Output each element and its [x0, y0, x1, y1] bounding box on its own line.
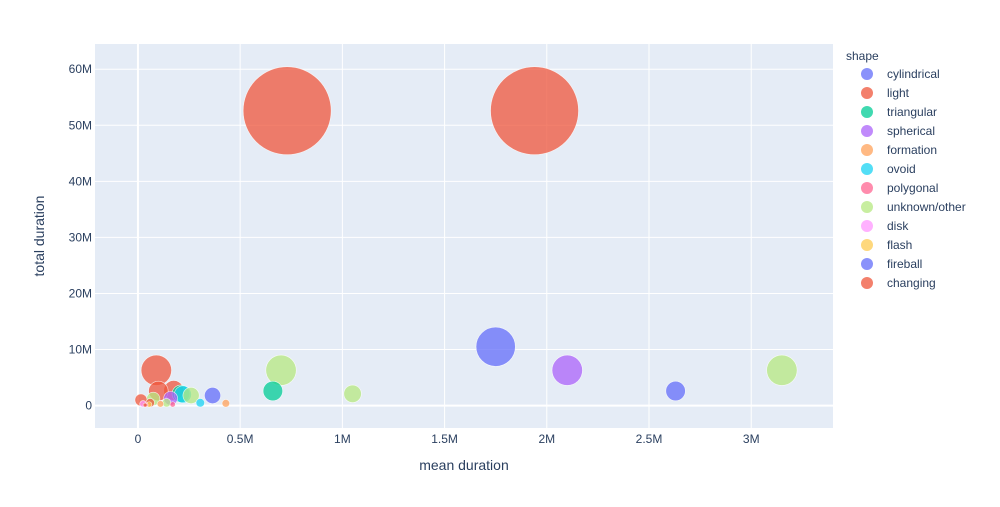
y-tick-label: 60M	[69, 62, 92, 76]
y-axis-ticks: 0 10M 20M 30M 40M 50M 60M	[69, 62, 93, 412]
legend-marker	[861, 125, 873, 137]
legend-label: disk	[887, 219, 909, 233]
legend-label: ovoid	[887, 162, 916, 176]
y-axis-title: total duration	[31, 196, 47, 277]
legend-item[interactable]: fireball	[861, 257, 922, 271]
bubble-light[interactable]	[490, 66, 579, 156]
legend-label: polygonal	[887, 181, 938, 195]
y-tick-label: 40M	[69, 174, 92, 188]
y-tick-label: 30M	[69, 230, 92, 244]
x-tick-label: 0.5M	[227, 432, 254, 446]
legend-item[interactable]: triangular	[861, 105, 937, 119]
legend-item[interactable]: changing	[861, 276, 936, 290]
bubble-unknown-other[interactable]	[343, 384, 362, 403]
bubble-formation[interactable]	[221, 399, 230, 408]
bubble-unknown-other[interactable]	[265, 354, 297, 386]
legend-marker	[861, 106, 873, 118]
y-tick-label: 20M	[69, 286, 92, 300]
legend-item[interactable]: flash	[861, 238, 912, 252]
legend-marker	[861, 277, 873, 289]
legend-marker	[861, 258, 873, 270]
bubble-fireball[interactable]	[204, 387, 221, 404]
legend-item[interactable]: unknown/other	[861, 200, 966, 214]
legend-marker	[861, 239, 873, 251]
legend-marker	[861, 220, 873, 232]
legend-marker	[861, 144, 873, 156]
y-tick-label: 50M	[69, 118, 92, 132]
legend-item[interactable]: formation	[861, 143, 937, 157]
x-tick-label: 3M	[743, 432, 760, 446]
legend[interactable]: shape cylindrical light triangular spherica…	[846, 49, 966, 290]
legend-marker	[861, 163, 873, 175]
legend-item[interactable]: polygonal	[861, 181, 938, 195]
x-tick-label: 1M	[334, 432, 351, 446]
gridlines	[95, 44, 833, 428]
x-axis-ticks: 0 0.5M 1M 1.5M 2M 2.5M 3M	[135, 432, 760, 446]
legend-marker	[861, 68, 873, 80]
bubble-triangular[interactable]	[262, 380, 283, 402]
legend-item[interactable]: light	[861, 86, 910, 100]
x-tick-label: 2M	[538, 432, 555, 446]
legend-item[interactable]: cylindrical	[861, 67, 940, 81]
y-tick-label: 0	[85, 399, 92, 413]
legend-label: light	[887, 86, 910, 100]
legend-item[interactable]: ovoid	[861, 162, 916, 176]
x-tick-label: 0	[135, 432, 142, 446]
legend-label: cylindrical	[887, 67, 940, 81]
legend-item[interactable]: spherical	[861, 124, 935, 138]
legend-item[interactable]: disk	[861, 219, 909, 233]
legend-label: spherical	[887, 124, 935, 138]
data-markers	[134, 66, 798, 408]
x-axis-title: mean duration	[419, 457, 509, 473]
bubble-unknown-other[interactable]	[766, 354, 798, 386]
legend-marker	[861, 87, 873, 99]
legend-title: shape	[846, 49, 879, 63]
x-tick-label: 2.5M	[636, 432, 663, 446]
x-tick-label: 1.5M	[431, 432, 458, 446]
bubble-ovoid[interactable]	[195, 398, 205, 408]
bubble-cylindrical[interactable]	[665, 380, 686, 402]
legend-label: triangular	[887, 105, 937, 119]
bubble-light[interactable]	[140, 354, 172, 386]
plot-area	[95, 44, 833, 428]
legend-marker	[861, 201, 873, 213]
legend-label: formation	[887, 143, 937, 157]
legend-label: changing	[887, 276, 936, 290]
legend-label: flash	[887, 238, 912, 252]
bubble-formation[interactable]	[156, 400, 165, 408]
bubble-unknown-other[interactable]	[182, 387, 200, 404]
bubble-cylindrical[interactable]	[475, 326, 516, 367]
legend-label: fireball	[887, 257, 922, 271]
legend-label: unknown/other	[887, 200, 966, 214]
bubble-polygonal[interactable]	[169, 401, 176, 408]
bubble-light[interactable]	[242, 66, 332, 156]
bubble-spherical[interactable]	[551, 354, 583, 386]
y-tick-label: 10M	[69, 343, 92, 357]
legend-marker	[861, 182, 873, 194]
bubble-changing[interactable]	[142, 402, 148, 408]
